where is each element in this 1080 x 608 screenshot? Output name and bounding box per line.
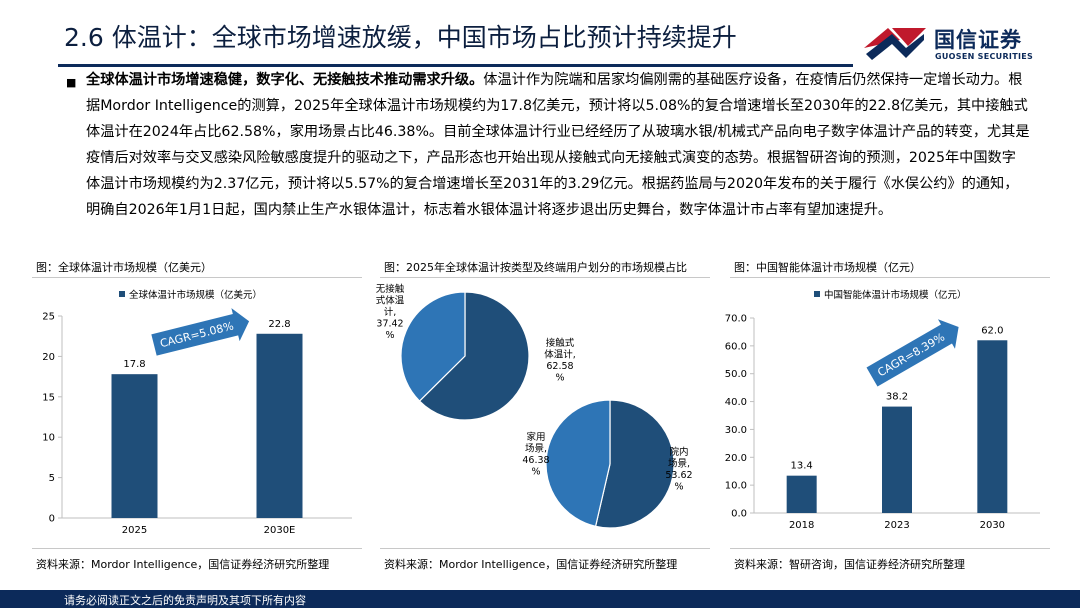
footer-disclaimer: 请务必阅读正文之后的免责声明及其项下所有内容 [64,594,306,607]
y-tick-label: 20.0 [725,453,747,464]
x-tick-label: 2030 [980,520,1005,531]
y-tick-label: 70.0 [725,314,747,325]
pie-slice-label: 46.38 [522,455,549,466]
pie-slice-label: 场景, [525,444,547,455]
source-note-global: 资料来源：Mordor Intelligence，国信证券经济研究所整理 [36,558,330,571]
summary-paragraph: 全球体温计市场增速稳健，数字化、无接触技术推动需求升级。体温计作为院端和居家均偏… [86,67,1030,223]
source-divider-share [380,548,710,549]
pie-slice-label: % [674,482,683,493]
pie-slice-label: 62.58 [546,361,573,372]
cagr-arrow-shape [151,308,250,356]
page-title: 2.6 体温计：全球市场增速放缓，中国市场占比预计持续提升 [64,23,737,52]
y-tick-label: 5 [49,473,55,484]
title-divider [58,64,853,67]
bullet-square-icon: ■ [66,76,77,89]
pie-slice-label: 计, [384,306,397,318]
pie-slice-label: 家用 [526,431,545,443]
y-tick-label: 0.0 [731,509,747,520]
chart-divider-share [380,277,710,278]
bar [111,374,158,518]
paragraph-lead: 全球体温计市场增速稳健，数字化、无接触技术推动需求升级。 [86,72,484,88]
bar [786,475,817,513]
y-tick-label: 60.0 [725,341,747,352]
pie-slice [545,399,611,528]
chart-title-share: 图：2025年全球体温计按类型及终端用户划分的市场规模占比 [384,261,687,274]
x-tick-label: 2025 [122,525,147,536]
cagr-label: CAGR=8.39% [875,330,947,379]
pie-slice-label: 无接触 [376,283,405,295]
pie-slice-label: % [555,373,564,384]
chart-title-global: 图：全球体温计市场规模（亿美元） [36,261,212,274]
pie-slice-label: 式体温 [376,295,405,307]
y-tick-label: 50.0 [725,369,747,380]
pie-slice [594,399,675,529]
guosen-logo-icon [864,28,926,60]
legend-label: 中国智能体温计市场规模（亿元） [824,289,967,301]
pie-slice-label: 体温计, [544,349,576,361]
logo-name-en: GUOSEN SECURITIES [935,52,1034,61]
pie-slice-label: % [531,467,540,478]
x-tick-label: 2030E [264,525,296,536]
bar [256,333,303,518]
chart-divider-global [32,277,362,278]
bar [882,406,912,513]
y-tick-label: 20 [42,352,55,363]
logo-name-cn: 国信证券 [934,28,1022,52]
data-label: 62.0 [981,325,1003,336]
pie-slice-label: 院内 [669,446,688,458]
y-tick-label: 0 [49,514,55,525]
y-tick-label: 25 [42,312,55,323]
cagr-arrow: CAGR=5.08% [151,308,250,356]
chart-title-china: 图：中国智能体温计市场规模（亿元） [734,261,921,274]
pie-slice-label: 37.42 [376,319,403,330]
legend-label: 全球体温计市场规模（亿美元） [129,289,262,301]
market-share-pie-charts: 接触式体温计,62.58%无接触式体温计,37.42%院内场景,53.62%家用… [376,283,693,529]
data-label: 22.8 [268,319,290,330]
x-tick-label: 2023 [884,520,909,531]
cagr-arrow: CAGR=8.39% [866,319,959,387]
global-market-bar-chart: 全球体温计市场规模（亿美元）051015202517.8202522.82030… [42,289,352,536]
data-label: 13.4 [791,461,813,472]
pie-slice [418,291,530,421]
y-tick-label: 30.0 [725,425,747,436]
y-tick-label: 10.0 [725,481,747,492]
brand-logo: 国信证券 GUOSEN SECURITIES [862,20,1042,68]
x-tick-label: 2018 [789,520,814,531]
y-tick-label: 15 [42,392,55,403]
paragraph-text: 体温计作为院端和居家均偏刚需的基础医疗设备，在疫情后仍然保持一定增长动力。根据M… [86,72,1030,218]
china-market-bar-chart: 中国智能体温计市场规模（亿元） 0.0 10.0 20.0 30.0 40.0 50.0 60… [725,289,1040,531]
footer-bar: 请务必阅读正文之后的免责声明及其项下所有内容 [0,590,1080,608]
pie-slice-label: 接触式 [546,337,575,349]
source-note-share: 资料来源：Mordor Intelligence，国信证券经济研究所整理 [384,558,678,571]
cagr-arrow-shape [866,319,959,387]
data-label: 38.2 [886,392,908,403]
pie-slice-label: 场景, [668,459,690,470]
legend-swatch [814,291,820,297]
source-divider-global [32,548,362,549]
y-tick-label: 10 [42,433,55,444]
pie-slice-label: % [385,330,394,341]
pie-slice [400,291,466,402]
y-tick-label: 40.0 [725,397,747,408]
bar [977,340,1008,513]
source-divider-china [730,548,1050,549]
chart-divider-china [730,277,1050,278]
pie-slice-label: 53.62 [665,470,692,481]
legend-swatch [119,291,125,297]
source-note-china: 资料来源：智研咨询，国信证券经济研究所整理 [734,558,965,571]
data-label: 17.8 [123,359,145,370]
